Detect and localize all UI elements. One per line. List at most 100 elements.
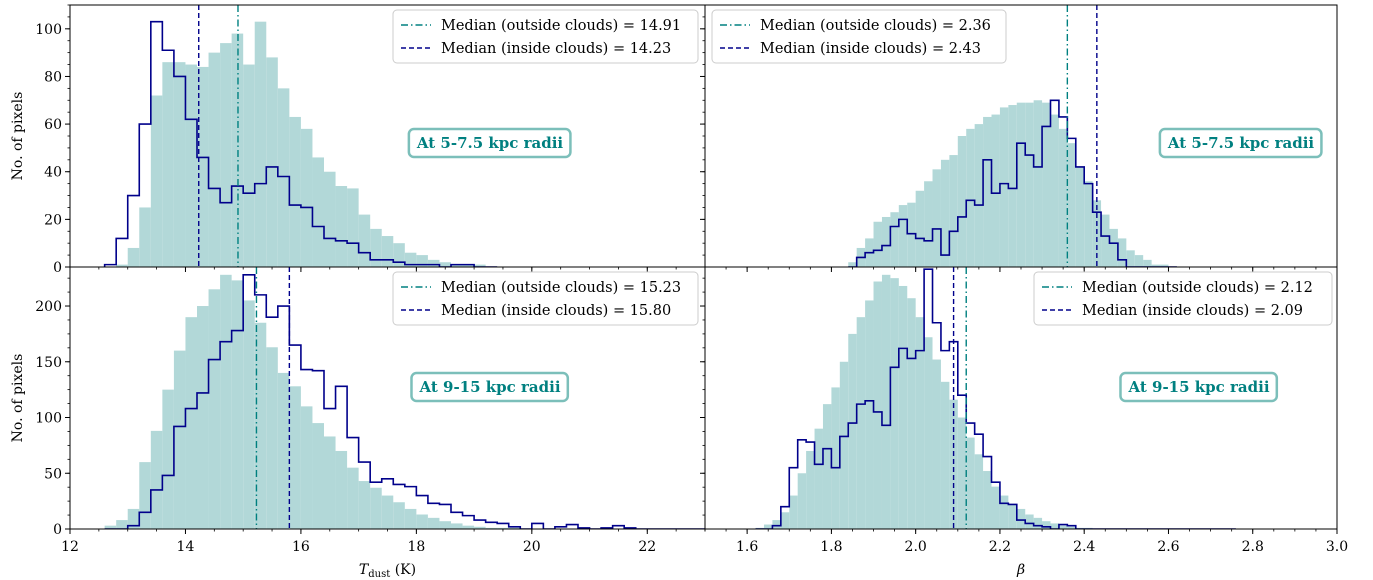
outside-bar [220, 274, 232, 529]
region-label-box [407, 127, 572, 159]
outside-bar [848, 333, 857, 529]
outside-bar [289, 116, 301, 267]
outside-bar [1033, 517, 1043, 529]
x-tick-label: 14 [177, 539, 195, 555]
outside-bar [427, 517, 440, 529]
panel-bottom-right: 1.6 1.8 2.0 2.2 2.4 2.6 2.8 3.0 β Median (outside… [700, 266, 1348, 578]
outside-bar [1067, 526, 1076, 529]
outside-bar [277, 88, 290, 267]
outside-bar [474, 526, 486, 529]
outside-bar [983, 471, 992, 529]
outside-bar [127, 247, 140, 267]
outside-bar [150, 430, 163, 529]
outside-bar [381, 495, 394, 529]
outside-bar [999, 495, 1009, 529]
panel-top-left: 0 20 40 60 80 100 No. of pixels Median (outside… [10, 4, 706, 276]
y-tick-label: 50 [44, 466, 62, 482]
region-label-box [410, 371, 570, 403]
outside-bar [991, 486, 1000, 529]
y-tick-label: 200 [35, 299, 62, 315]
outside-bar [772, 520, 781, 529]
outside-bar [116, 520, 128, 529]
outside-bar [856, 317, 866, 529]
region-label-text: At 9-15 kpc radii [418, 378, 560, 396]
outside-bar [220, 43, 232, 267]
legend-entry: Median (inside clouds) = 2.09 [1082, 303, 1303, 319]
outside-bar [814, 428, 823, 529]
outside-bar [208, 52, 221, 267]
region-label: At 9-15 kpc radii [410, 371, 570, 403]
outside-bar [139, 207, 151, 267]
outside-bar [1025, 514, 1034, 529]
panel-top-right: Median (outside clouds) = 2.36 Median (in… [700, 4, 1338, 272]
outside-bar [999, 107, 1009, 267]
y-axis-label: No. of pixels [10, 354, 26, 443]
outside-bar [254, 322, 267, 529]
outside-bar [881, 274, 891, 529]
y-tick-label: 150 [35, 355, 62, 371]
outside-bar [966, 437, 975, 529]
outside-bar [1160, 264, 1169, 267]
outside-bar [957, 417, 967, 529]
outside-bar [848, 262, 857, 267]
outside-bar [949, 155, 958, 267]
outside-bar [324, 171, 336, 267]
outside-bar [347, 467, 359, 529]
outside-bar [185, 64, 197, 267]
legend-box [392, 9, 699, 64]
outside-bar [185, 317, 197, 529]
outside-bar [116, 264, 128, 267]
x-tick-label: 22 [638, 539, 656, 555]
outside-bar [940, 159, 950, 267]
outside-bar [347, 188, 359, 267]
outside-bar [780, 512, 790, 529]
outside-bar [1016, 102, 1026, 267]
outside-bar [1058, 525, 1068, 529]
outside-bar [822, 404, 832, 529]
outside-bar [806, 450, 815, 529]
outside-bar [890, 212, 899, 267]
outside-bar [335, 186, 348, 267]
outside-bar [312, 423, 324, 529]
outside-bar [427, 259, 440, 267]
y-tick-label: 80 [44, 69, 62, 85]
legend: Median (outside clouds) = 2.12 Median (in… [1033, 271, 1333, 326]
x-tick-label: 2.4 [1073, 539, 1095, 555]
outside-bar [370, 487, 382, 529]
outside-bar [865, 300, 874, 529]
inside-step-line [848, 99, 1177, 267]
x-tick-label: 2.0 [905, 539, 927, 555]
outside-bar [173, 350, 186, 529]
outside-bar [881, 216, 891, 267]
legend-entry: Median (outside clouds) = 15.23 [441, 280, 681, 296]
legend: Median (outside clouds) = 15.23 Median (i… [392, 271, 699, 326]
outside-bar [1134, 255, 1144, 267]
x-tick-label: 20 [523, 539, 541, 555]
outside-bar [358, 481, 371, 529]
outside-bar [231, 280, 244, 529]
outside-bar [300, 406, 313, 529]
legend-entry: Median (inside clouds) = 15.80 [441, 303, 671, 319]
outside-bar [451, 523, 463, 529]
outside-bar [898, 285, 908, 529]
outside-bar [907, 202, 916, 267]
x-tick-label: 2.8 [1242, 539, 1264, 555]
outside-bar [358, 214, 371, 267]
inside-step-line [104, 274, 705, 529]
outside-bar [932, 169, 941, 267]
region-label: At 5-7.5 kpc radii [407, 127, 572, 159]
region-label-text: At 9-15 kpc radii [1127, 378, 1269, 396]
outside-bar [404, 252, 417, 267]
outside-bar [474, 264, 486, 267]
outside-bar [924, 181, 933, 267]
outside-bar [1025, 102, 1034, 267]
outside-bar [966, 128, 975, 267]
region-label-text: At 5-7.5 kpc radii [416, 134, 564, 152]
outside-bar [1126, 250, 1135, 267]
outside-bar [1075, 166, 1085, 267]
outside-bar [139, 462, 151, 529]
y-tick-label: 0 [53, 260, 62, 276]
outside-bar [254, 21, 267, 267]
outside-bar [508, 527, 521, 529]
